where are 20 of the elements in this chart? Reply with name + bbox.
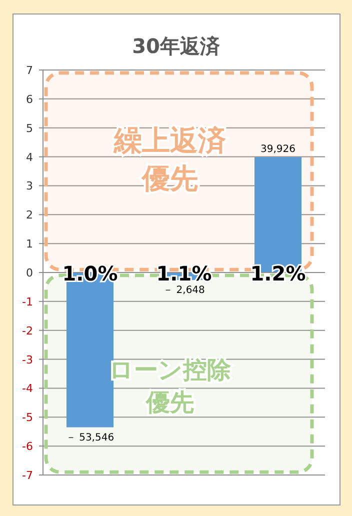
y-tick-label: -3	[22, 353, 33, 366]
y-tick-label: 0	[26, 266, 33, 280]
annotation: － 2,648	[163, 285, 205, 296]
annotation: 39,926	[260, 144, 296, 156]
y-tick-label: -1	[22, 295, 33, 308]
y-tick-label: 2	[26, 208, 33, 222]
y-tick-label: 4	[26, 150, 33, 164]
y-tick-label: -2	[22, 324, 33, 338]
y-tick-label: 1	[26, 238, 33, 251]
annotation: － 53,546	[66, 432, 114, 444]
y-tick-label: 3	[26, 180, 33, 193]
x-tick-label: 1.2%	[250, 262, 306, 286]
y-tick-label: -7	[22, 469, 33, 482]
y-tick-label: 5	[26, 122, 33, 135]
y-tick-label: 6	[26, 92, 33, 106]
y-tick-label: 7	[26, 64, 33, 77]
y-tick-label: -4	[22, 382, 33, 396]
chart-title: 30年返済	[132, 34, 221, 58]
y-tick-label: -5	[22, 411, 33, 424]
y-tick-label: -6	[22, 440, 33, 454]
